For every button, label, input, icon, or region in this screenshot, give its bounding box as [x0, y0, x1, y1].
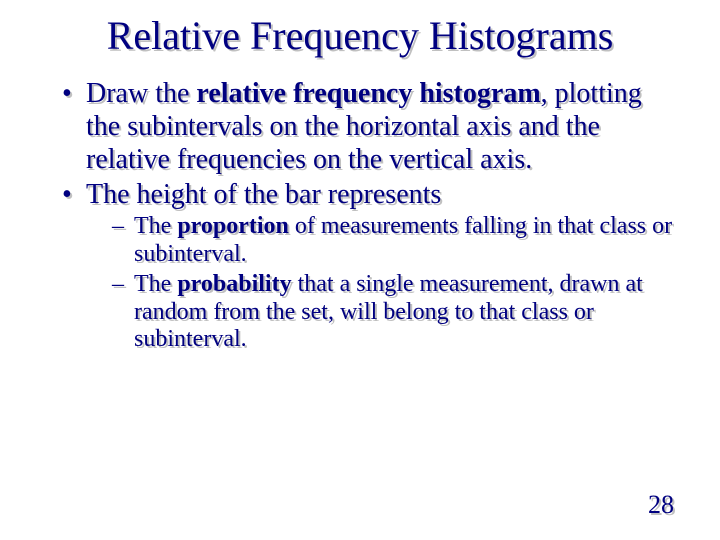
sub1-pre: The — [134, 213, 177, 239]
bullet-list: Draw the relative frequency histogram, p… — [40, 77, 680, 354]
sub1-bold: proportion — [177, 213, 289, 239]
sub-bullet-1: The proportion of measurements falling i… — [112, 213, 680, 269]
sub-bullet-2: The probability that a single measuremen… — [112, 271, 680, 354]
sub2-bold: probability — [177, 271, 291, 297]
sub-bullet-list: The proportion of measurements falling i… — [86, 213, 680, 354]
slide: Relative Frequency Histograms Draw the r… — [0, 0, 720, 354]
bullet1-pre: Draw the — [86, 78, 196, 109]
bullet2-text: The height of the bar represents — [86, 179, 441, 210]
bullet-item-1: Draw the relative frequency histogram, p… — [62, 77, 680, 176]
slide-title: Relative Frequency Histograms — [40, 12, 680, 59]
bullet-item-2: The height of the bar represents The pro… — [62, 178, 680, 354]
sub2-pre: The — [134, 271, 177, 297]
bullet1-bold: relative frequency histogram — [196, 78, 540, 109]
page-number: 28 — [648, 490, 674, 520]
